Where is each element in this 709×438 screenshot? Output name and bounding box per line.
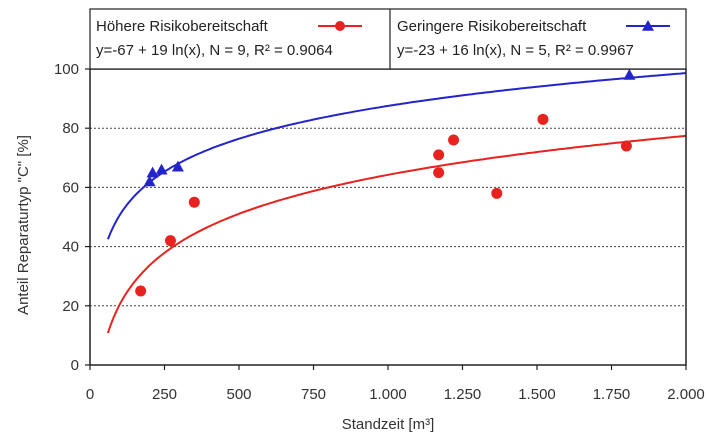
x-tick-label: 750 bbox=[301, 386, 326, 403]
data-point-series-2 bbox=[155, 163, 168, 175]
fit-curve-series-1 bbox=[106, 134, 687, 334]
y-axis-label: Anteil Reparaturtyp "C" [%] bbox=[15, 135, 32, 315]
data-point-series-1 bbox=[135, 285, 147, 297]
data-point-series-1 bbox=[537, 113, 549, 125]
y-tick-label: 40 bbox=[62, 239, 79, 256]
y-tick-label: 20 bbox=[62, 298, 79, 315]
x-tick-label: 1.750 bbox=[593, 386, 631, 403]
x-tick-label: 500 bbox=[226, 386, 251, 403]
plot-frame bbox=[89, 68, 687, 366]
fit-curve-series-2 bbox=[106, 72, 687, 240]
y-tick-label: 60 bbox=[62, 179, 79, 196]
data-point-series-2 bbox=[146, 166, 159, 178]
legend-series-2-name: Geringere Risikobereitschaft bbox=[397, 18, 587, 35]
x-tick-label: 1.000 bbox=[369, 386, 407, 403]
y-axis-ticks: 0 20 40 60 80 100 bbox=[54, 61, 90, 374]
x-tick-label: 1.500 bbox=[518, 386, 556, 403]
x-tick-label: 0 bbox=[86, 386, 94, 403]
data-point-series-1 bbox=[448, 134, 460, 146]
legend-series-2-equation: y=-23 + 16 ln(x), N = 5, R² = 0.9967 bbox=[397, 42, 634, 59]
data-point-series-1 bbox=[433, 167, 445, 179]
data-point-series-1 bbox=[620, 140, 632, 152]
y-tick-label: 80 bbox=[62, 120, 79, 137]
data-point-series-1 bbox=[491, 187, 503, 199]
data-point-series-2 bbox=[171, 160, 184, 172]
x-tick-label: 250 bbox=[152, 386, 177, 403]
data-point-series-2 bbox=[143, 175, 156, 187]
legend-box bbox=[89, 8, 687, 70]
x-tick-label: 2.000 bbox=[667, 386, 705, 403]
y-tick-label: 100 bbox=[54, 61, 79, 78]
x-axis-label: Standzeit [m³] bbox=[342, 416, 435, 433]
data-point-series-1 bbox=[164, 235, 176, 247]
legend-series-1-name: Höhere Risikobereitschaft bbox=[96, 18, 269, 35]
fit-curves bbox=[106, 72, 687, 334]
legend-series-1-marker bbox=[335, 21, 345, 31]
data-points bbox=[135, 68, 636, 297]
legend-series-1-equation: y=-67 + 19 ln(x), N = 9, R² = 0.9064 bbox=[96, 42, 333, 59]
x-axis-ticks: 0 250 500 750 1.000 1.250 1.500 1.750 2.000 bbox=[86, 365, 705, 403]
data-point-series-2 bbox=[623, 68, 636, 80]
legend: Höhere Risikobereitschaft y=-67 + 19 ln(… bbox=[89, 8, 687, 70]
data-point-series-1 bbox=[188, 196, 200, 208]
legend-series-2-marker bbox=[642, 20, 654, 31]
gridlines bbox=[90, 127, 686, 307]
data-point-series-1 bbox=[433, 149, 445, 161]
x-tick-label: 1.250 bbox=[444, 386, 482, 403]
y-tick-label: 0 bbox=[71, 357, 79, 374]
